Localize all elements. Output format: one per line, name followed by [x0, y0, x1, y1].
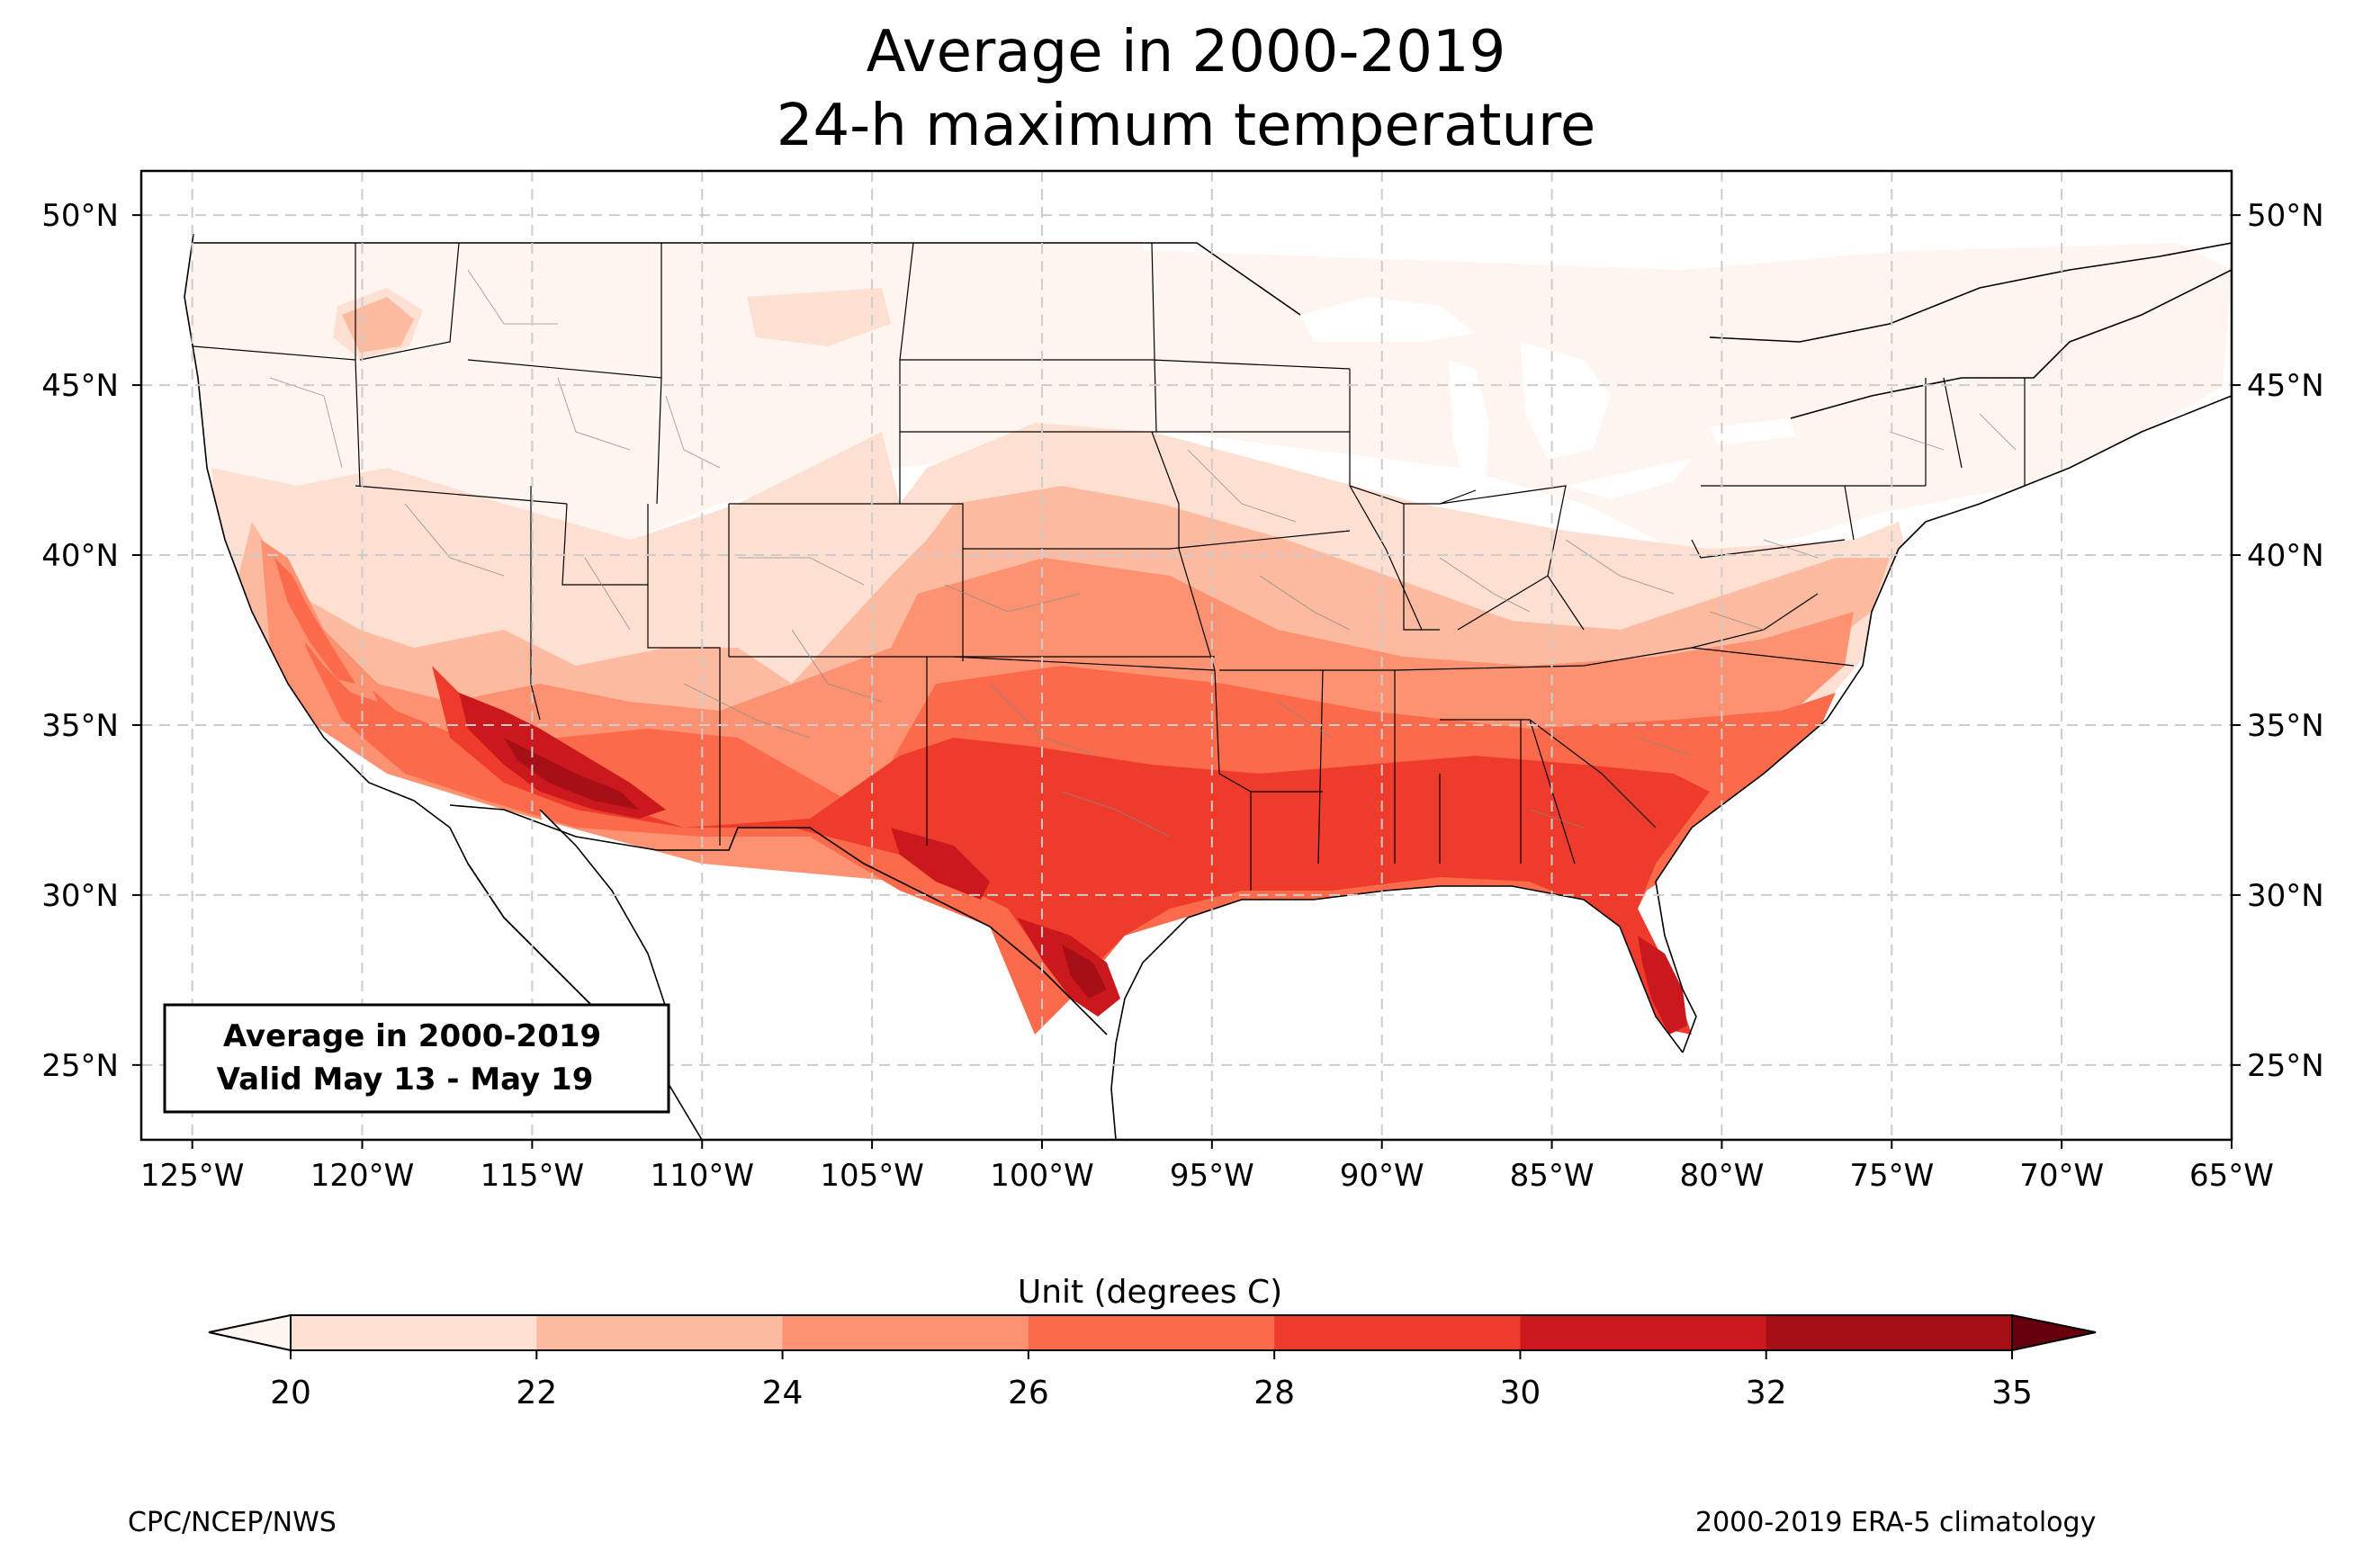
colorbar-under-arrow — [208, 1313, 292, 1352]
info-box-line2: Valid May 13 - May 19 — [217, 1062, 594, 1098]
lat-tick-label-right: 50°N — [2247, 198, 2324, 234]
canada-coast-north — [1709, 242, 2232, 343]
latitude-tick-labels-right: 50°N 45°N 40°N 35°N 30°N 25°N — [2232, 198, 2324, 1084]
colorbar-tick-label: 22 — [516, 1375, 557, 1411]
lon-tick-label: 100°W — [990, 1158, 1094, 1194]
state-lines-east — [1349, 377, 2026, 865]
lat-tick-label-left: 35°N — [41, 708, 119, 744]
band-28-30 — [432, 666, 1710, 1035]
colorbar-swatch — [1520, 1315, 1767, 1350]
colorbar-swatch — [782, 1315, 1029, 1350]
mexico-border — [449, 804, 1108, 1035]
lat-tick-label-left: 45°N — [41, 368, 119, 404]
chart-title-line2: 24-h maximum temperature — [776, 93, 1596, 159]
chart-title-line1: Average in 2000-2019 — [866, 19, 1506, 85]
gulf-of-california — [540, 810, 666, 1008]
lon-tick-label: 70°W — [2019, 1158, 2104, 1194]
colorbar-tick-label: 28 — [1253, 1375, 1295, 1411]
county-lines — [269, 269, 2017, 838]
info-box-frame — [163, 1003, 670, 1114]
lon-tick-label: 75°W — [1849, 1158, 1934, 1194]
band-30-32-florida — [1638, 936, 1687, 1035]
band-below-20 — [184, 241, 2232, 648]
great-lakes-erie — [1566, 459, 1692, 499]
colorbar-over-arrow — [2011, 1313, 2097, 1352]
mexico-gulf-coast — [1110, 1043, 1117, 1140]
lat-tick-label-right: 45°N — [2247, 368, 2324, 404]
atlantic-ocean — [1656, 396, 2232, 1140]
band-20-22-northern-plains — [747, 288, 891, 346]
colorbar-tick-label: 26 — [1008, 1375, 1049, 1411]
lat-tick-label-left: 30°N — [41, 878, 119, 914]
info-box-line1: Average in 2000-2019 — [223, 1018, 601, 1054]
lat-tick-label-left: 40°N — [41, 538, 119, 574]
band-32-35-arizona — [504, 738, 639, 810]
longitude-tick-labels: 125°W 120°W 115°W 110°W 105°W 100°W 95°W 90°W 85… — [140, 1140, 2274, 1194]
lon-tick-label: 65°W — [2189, 1158, 2274, 1194]
band-26-28-california-valley — [274, 558, 355, 684]
colorbar-tick-label: 20 — [270, 1375, 311, 1411]
lon-tick-label: 95°W — [1170, 1158, 1254, 1194]
county-lines-east — [1439, 413, 2017, 829]
lon-tick-label: 80°W — [1679, 1158, 1764, 1194]
state-borders — [193, 242, 2026, 891]
lon-tick-label: 90°W — [1340, 1158, 1424, 1194]
colorbar-tick-label: 30 — [1500, 1375, 1541, 1411]
lat-tick-label-right: 35°N — [2247, 708, 2324, 744]
band-30-32-texas — [891, 828, 990, 900]
colorbar-tick-label: 24 — [762, 1375, 804, 1411]
colorbar-tick-label: 32 — [1746, 1375, 1787, 1411]
latitude-tick-labels-left: 50°N 45°N 40°N 35°N 30°N 25°N — [41, 198, 141, 1084]
lat-tick-label-right: 40°N — [2247, 538, 2324, 574]
colorbar-label: Unit (degrees C) — [1018, 1274, 1282, 1311]
map-frame — [139, 169, 2233, 1142]
canada-border — [193, 242, 2232, 419]
water-mask — [141, 171, 2232, 1140]
band-22-24-idaho — [342, 297, 414, 353]
gulf-of-california-coast — [539, 809, 667, 1008]
county-lines-central — [944, 449, 1351, 838]
lat-tick-label-right: 30°N — [2247, 878, 2324, 914]
lon-tick-label: 120°W — [310, 1158, 415, 1194]
state-lines-central — [900, 242, 1396, 891]
lon-tick-label: 125°W — [140, 1158, 245, 1194]
colorbar-tick-label: 35 — [1991, 1375, 2033, 1411]
great-lakes-ontario — [1710, 418, 1795, 445]
info-box: Average in 2000-2019 Valid May 13 - May … — [163, 1003, 670, 1114]
lon-tick-label: 85°W — [1510, 1158, 1595, 1194]
coastline-atlantic — [1655, 395, 2232, 1053]
footer-source: CPC/NCEP/NWS — [128, 1507, 337, 1538]
lat-tick-label-left: 50°N — [41, 198, 119, 234]
great-lakes-michigan — [1449, 360, 1489, 490]
footer-climatology: 2000-2019 ERA-5 climatology — [1695, 1507, 2097, 1538]
colorbar-swatch — [1766, 1315, 2013, 1350]
pacific-ocean — [141, 171, 702, 1140]
great-lakes-superior — [1300, 297, 1476, 342]
colorbar-swatch — [536, 1315, 784, 1350]
colorbar-swatch — [1274, 1315, 1521, 1350]
colorbar-swatch — [291, 1315, 537, 1350]
band-32-35-rio-grande — [1062, 945, 1107, 999]
map-layers — [141, 171, 2232, 1140]
colorbar-frame — [290, 1314, 2013, 1351]
coastline-gulf — [1115, 885, 1684, 1053]
colorbar-tick-labels: 20 22 24 26 28 30 32 35 — [270, 1350, 2033, 1411]
colorbar-swatches — [291, 1315, 2013, 1350]
lon-tick-label: 105°W — [820, 1158, 924, 1194]
lon-tick-label: 110°W — [650, 1158, 754, 1194]
lon-tick-label: 115°W — [481, 1158, 585, 1194]
great-lakes-huron — [1521, 342, 1611, 459]
colorbar-swatch — [1028, 1315, 1275, 1350]
lat-tick-label-right: 25°N — [2247, 1048, 2324, 1084]
county-lines-west — [269, 269, 883, 739]
lat-tick-label-left: 25°N — [41, 1048, 119, 1084]
colorbar: Unit (degrees C) 20 22 24 26 28 30 32 35 — [208, 1274, 2097, 1411]
gulf-of-mexico — [1116, 886, 1692, 1140]
